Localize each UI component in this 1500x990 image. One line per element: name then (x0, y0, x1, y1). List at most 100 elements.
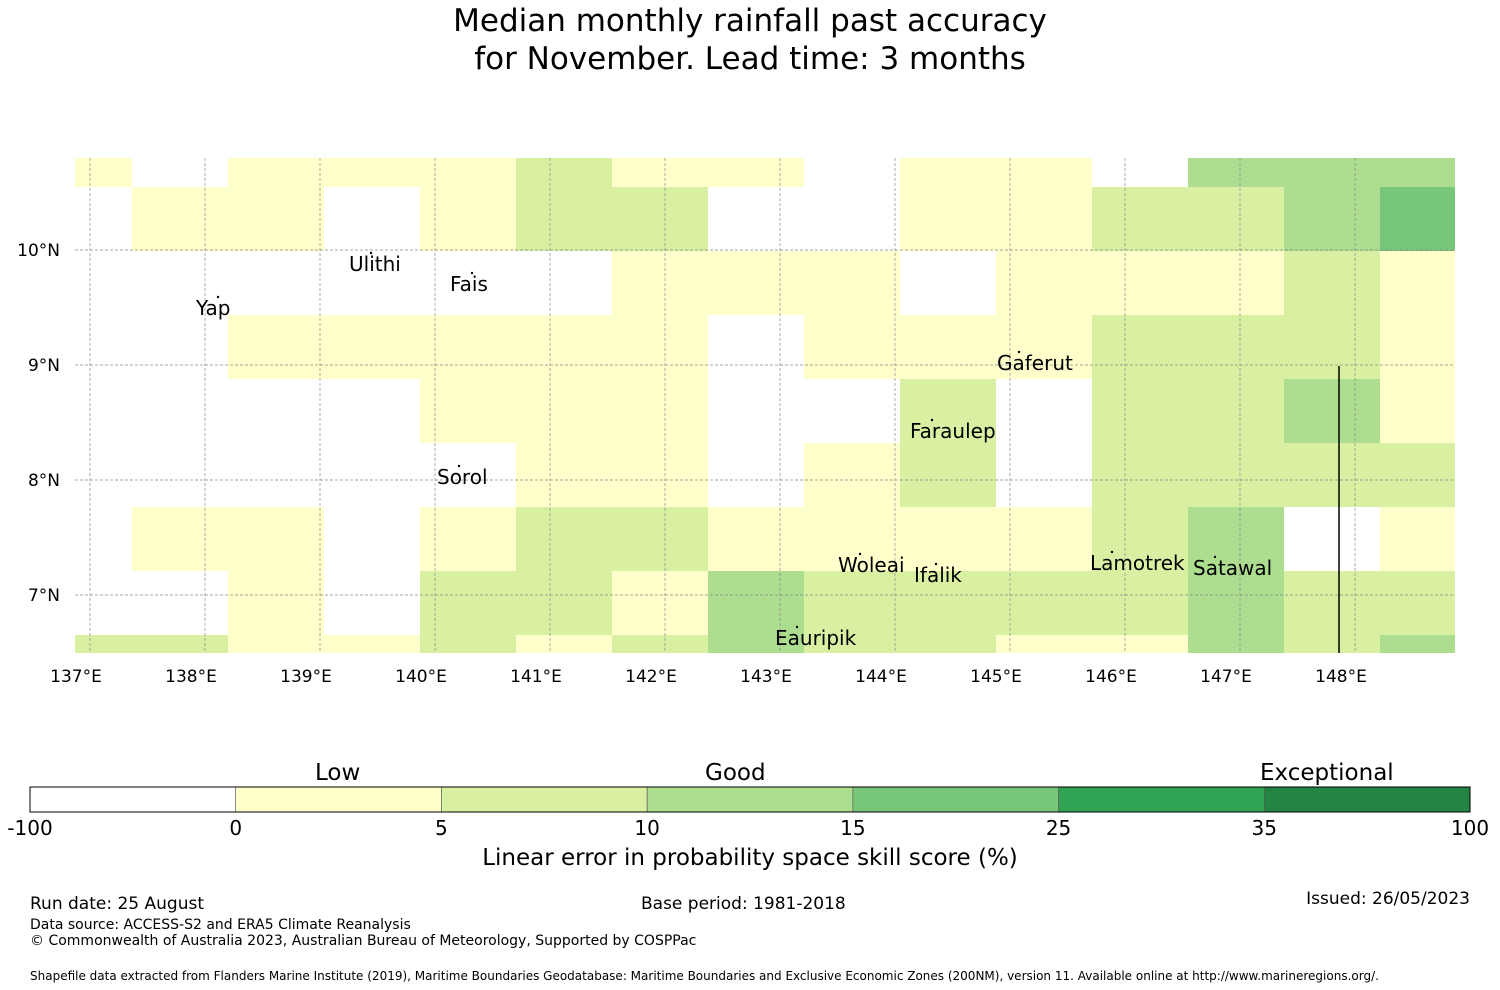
colorbar-segment (29, 786, 237, 813)
run-date: Run date: 25 August (30, 894, 204, 914)
skill-cell (1092, 251, 1188, 315)
latitude-tick-label: 10°N (17, 241, 60, 261)
skill-cell (900, 571, 996, 635)
skill-cell (708, 158, 804, 187)
skill-cell (1188, 158, 1284, 187)
skill-cell (612, 187, 708, 251)
skill-cell (996, 315, 1092, 379)
skill-cell (1284, 379, 1380, 443)
skill-cell (996, 187, 1092, 251)
skill-cell (612, 571, 708, 635)
colorbar-caption: Linear error in probability space skill … (482, 845, 1018, 871)
skill-cell (420, 507, 516, 571)
base-period: Base period: 1981-2018 (641, 894, 846, 914)
island-marker (795, 625, 799, 629)
skill-cell (324, 158, 420, 187)
skill-cell (1380, 158, 1455, 187)
skill-cell (132, 315, 228, 379)
skill-cell (420, 571, 516, 635)
skill-cell (1284, 507, 1380, 571)
skill-cell (612, 315, 708, 379)
skill-cell (804, 379, 900, 443)
skill-cell (420, 315, 516, 379)
skill-cell (516, 635, 612, 653)
skill-cell (516, 187, 612, 251)
skill-cell (228, 571, 324, 635)
shapefile-credit: Shapefile data extracted from Flanders M… (30, 969, 1379, 983)
skill-cell (75, 379, 132, 443)
skill-cell (132, 635, 228, 653)
skill-cell (1092, 507, 1188, 571)
skill-cell (1092, 571, 1188, 635)
skill-cell (708, 571, 804, 635)
skill-cell (996, 158, 1092, 187)
skill-cell (324, 251, 420, 315)
skill-cell (75, 443, 132, 507)
skill-cell (75, 571, 132, 635)
island-marker (934, 562, 938, 566)
skill-cell (1188, 443, 1284, 507)
island-label: Eauripik (775, 626, 857, 650)
skill-cell (1188, 635, 1284, 653)
island-label: Gaferut (997, 351, 1073, 375)
skill-grid (75, 158, 1455, 653)
colorbar-segment (441, 786, 648, 813)
colorbar-segment (235, 786, 442, 813)
skill-cell (132, 158, 228, 187)
skill-cell (1284, 187, 1380, 251)
skill-cell (132, 443, 228, 507)
colorbar-tick-label: 25 (1045, 816, 1072, 840)
skill-cell (132, 187, 228, 251)
island-marker (369, 251, 373, 255)
skill-cell (804, 315, 900, 379)
skill-cell (1380, 379, 1455, 443)
colorbar-tick-label: 0 (229, 816, 243, 840)
skill-cell (516, 379, 612, 443)
chart-title-line2: for November. Lead time: 3 months (474, 41, 1026, 77)
skill-cell (420, 187, 516, 251)
skill-cell (324, 443, 420, 507)
longitude-tick-label: 148°E (1315, 667, 1367, 687)
skill-cell (900, 443, 996, 507)
longitude-tick-label: 140°E (395, 667, 447, 687)
skill-cell (324, 379, 420, 443)
longitude-tick-label: 145°E (970, 667, 1022, 687)
skill-cell (1092, 635, 1188, 653)
skill-cell (804, 635, 900, 653)
skill-cell (1380, 571, 1455, 635)
island-marker (216, 295, 220, 299)
island-label: Sorol (437, 465, 488, 489)
skill-cell (1092, 187, 1188, 251)
skill-cell (1092, 379, 1188, 443)
latitude-tick-label: 7°N (28, 586, 60, 606)
skill-cell (324, 635, 420, 653)
data-source: Data source: ACCESS-S2 and ERA5 Climate … (30, 917, 411, 933)
skill-cell (228, 507, 324, 571)
skill-cell (612, 635, 708, 653)
colorbar (29, 786, 1471, 813)
skill-cell (996, 251, 1092, 315)
skill-cell (75, 507, 132, 571)
colorbar-frame (29, 786, 1471, 813)
skill-cell (75, 635, 132, 653)
island-label: Faraulep (910, 419, 996, 443)
skill-cell (1188, 571, 1284, 635)
skill-cell (1380, 251, 1455, 315)
skill-cell (420, 379, 516, 443)
skill-cell (708, 507, 804, 571)
skill-cell (612, 379, 708, 443)
island-labels: Yap Ulithi Fais Sorol Gaferut Faraulep Woleai I… (195, 251, 1272, 650)
skill-cell (900, 379, 996, 443)
skill-cell (1092, 315, 1188, 379)
skill-cell (708, 251, 804, 315)
longitude-ticks: 137°E 138°E 139°E 140°E 141°E 142°E 143°E 144°E… (50, 667, 1367, 687)
skill-cell (228, 158, 324, 187)
colorbar-tick-label: 35 (1251, 816, 1278, 840)
skill-cell (900, 315, 996, 379)
skill-cell (1284, 571, 1380, 635)
island-marker (470, 271, 474, 275)
skill-cell (1188, 379, 1284, 443)
longitude-tick-label: 147°E (1200, 667, 1252, 687)
chart-title-line1: Median monthly rainfall past accuracy (453, 3, 1047, 39)
